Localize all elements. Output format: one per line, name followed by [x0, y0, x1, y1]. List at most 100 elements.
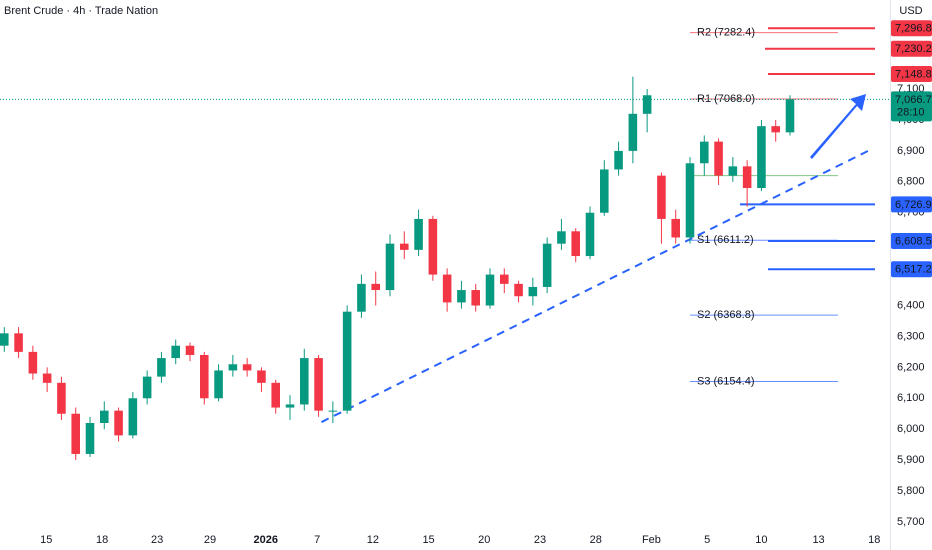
- candle-body: [657, 175, 666, 219]
- pivot-label: S2 (6368.8): [697, 309, 754, 321]
- x-tick-label: 10: [755, 534, 767, 546]
- y-tick-label: 6,400: [897, 299, 925, 311]
- candle-body: [557, 231, 566, 244]
- candle-body: [142, 376, 152, 399]
- candle-body: [771, 126, 780, 133]
- chart-title: Brent Crude · 4h · Trade Nation: [4, 5, 158, 17]
- level-badge: [891, 65, 932, 82]
- candle-body: [300, 358, 309, 405]
- candle-body: [714, 141, 723, 176]
- candle-body: [185, 345, 195, 355]
- candle-body: [414, 218, 423, 250]
- y-tick-label: 6,100: [897, 392, 925, 404]
- y-tick-label: 6,800: [897, 176, 925, 188]
- candle-body: [85, 423, 95, 454]
- candle-body: [257, 370, 266, 383]
- x-tick-label: 29: [204, 534, 216, 546]
- y-tick-label: 5,700: [897, 516, 925, 528]
- x-tick-label: 23: [534, 534, 546, 546]
- candle-body: [28, 351, 38, 374]
- y-tick-label: 6,000: [897, 423, 925, 435]
- x-tick-label: 28: [590, 534, 602, 546]
- x-tick-label: 18: [96, 534, 108, 546]
- level-label: 7,230.2: [895, 43, 932, 55]
- y-tick-label: 5,800: [897, 485, 925, 497]
- candle-body: [728, 166, 738, 176]
- candle-body: [342, 311, 352, 411]
- level-label: 7,148.8: [895, 68, 932, 80]
- candle-body: [757, 126, 766, 189]
- candle-body: [128, 398, 138, 436]
- candle-body: [542, 243, 552, 287]
- candle-body: [400, 243, 409, 250]
- candle-body: [700, 141, 709, 164]
- candle-body: [785, 99, 795, 133]
- pivot-label: S3 (6154.4): [697, 375, 754, 387]
- last-price-label: 7,066.7: [895, 94, 932, 106]
- candle-body: [328, 410, 338, 412]
- level-label: 6,608.5: [895, 235, 932, 247]
- arrow: [810, 94, 866, 159]
- level-label: 7,296.8: [895, 23, 932, 35]
- candle-body: [457, 290, 466, 303]
- candle-body: [528, 286, 538, 297]
- candle-body: [428, 218, 438, 275]
- plot-area: R2 (7282.4)R1 (7068.0)S1 (6611.2)S2 (636…: [0, 27, 890, 461]
- level-badge: [891, 233, 932, 250]
- candle-body: [0, 333, 9, 346]
- candle-body: [242, 364, 252, 371]
- candle-body: [57, 382, 66, 414]
- candle-body: [114, 410, 123, 436]
- level-label: 6,726.9: [895, 199, 932, 211]
- candle-body: [471, 290, 480, 306]
- last-price-badge: [891, 91, 932, 122]
- x-tick-label: 2026: [253, 534, 277, 546]
- y-tick-label: 6,300: [897, 330, 925, 342]
- candle-body: [214, 370, 223, 399]
- level-badge: [891, 40, 932, 57]
- candle-body: [571, 231, 580, 257]
- y-tick-label: 6,200: [897, 361, 925, 373]
- candle-body: [200, 354, 209, 399]
- trendline: [320, 149, 871, 423]
- candle-body: [514, 283, 523, 297]
- candle-body: [42, 373, 52, 383]
- candle-body: [628, 113, 638, 151]
- candle-body: [271, 382, 280, 408]
- candle-body: [485, 274, 495, 306]
- x-tick-label: Feb: [642, 534, 661, 546]
- x-tick-label: 7: [314, 534, 320, 546]
- candle-body: [671, 218, 680, 238]
- candle-body: [742, 166, 752, 189]
- x-tick-label: 12: [367, 534, 379, 546]
- y-tick-label: 6,900: [897, 145, 925, 157]
- candle-body: [71, 413, 80, 454]
- pivot-label: R2 (7282.4): [697, 27, 755, 39]
- candle-body: [442, 274, 452, 303]
- candle-body: [285, 404, 295, 408]
- candle-body: [171, 345, 180, 359]
- x-tick-label: 20: [478, 534, 490, 546]
- candle-body: [314, 358, 323, 411]
- y-tick-label: 5,900: [897, 454, 925, 466]
- x-tick-label: 23: [151, 534, 163, 546]
- candle-body: [585, 212, 595, 257]
- countdown-label: 28:10: [897, 106, 925, 118]
- candle-body: [500, 274, 509, 284]
- x-tick-label: 15: [40, 534, 52, 546]
- level-badge: [891, 261, 932, 278]
- candle-body: [600, 169, 609, 213]
- candle-body: [685, 163, 695, 238]
- level-badge: [891, 196, 932, 213]
- level-badge: [891, 20, 932, 37]
- x-tick-label: 5: [704, 534, 710, 546]
- candle-body: [14, 333, 23, 352]
- candle-body: [614, 150, 623, 170]
- x-tick-label: 15: [422, 534, 434, 546]
- pivot-label: S1 (6611.2): [697, 234, 754, 246]
- candle-body: [157, 358, 166, 377]
- currency-label: USD: [899, 5, 922, 17]
- x-tick-label: 13: [812, 534, 824, 546]
- candle-body: [371, 283, 380, 291]
